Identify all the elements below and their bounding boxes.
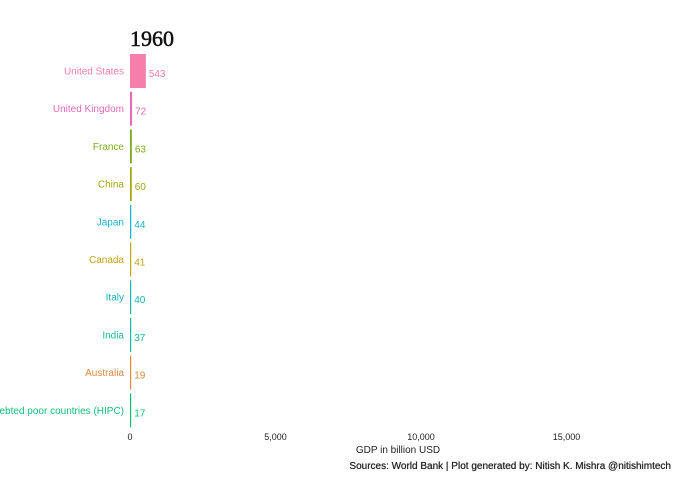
- bar: [130, 129, 132, 164]
- bar: [130, 242, 132, 277]
- value-label: 543: [149, 69, 166, 80]
- x-tick-label: 5,000: [264, 432, 287, 442]
- value-label: 44: [134, 220, 146, 231]
- category-label: France: [93, 142, 125, 153]
- value-label: 37: [134, 333, 146, 344]
- x-tick-label: 15,000: [553, 432, 581, 442]
- category-label: Canada: [89, 255, 124, 266]
- category-label: United States: [64, 67, 124, 78]
- bar: [130, 54, 146, 88]
- bar: [130, 91, 133, 126]
- value-label: 19: [134, 371, 146, 382]
- category-label: Japan: [97, 217, 124, 228]
- x-axis-label: GDP in billion USD: [356, 445, 440, 456]
- x-tick-label: 0: [127, 432, 132, 442]
- value-label: 17: [134, 408, 146, 419]
- x-tick-label: 10,000: [407, 432, 435, 442]
- value-label: 40: [134, 295, 146, 306]
- bar: [130, 355, 132, 390]
- bar: [130, 167, 132, 202]
- category-label: Heavily indebted poor countries (HIPC): [0, 406, 124, 417]
- category-label: China: [98, 180, 125, 191]
- bar: [130, 317, 132, 352]
- category-label: India: [102, 330, 124, 341]
- category-label: Italy: [106, 293, 124, 304]
- bar: [130, 204, 132, 239]
- value-label: 41: [134, 258, 146, 269]
- value-label: 60: [135, 182, 147, 193]
- bars-layer: United States 543 United Kingdom 72 France 63…: [0, 54, 166, 428]
- category-label: Australia: [85, 368, 124, 379]
- x-axis: 0 5,000 10,000 15,000: [127, 432, 580, 442]
- chart-title: 1960: [130, 26, 174, 51]
- source-caption: Sources: World Bank | Plot generated by:…: [349, 461, 671, 472]
- value-label: 63: [135, 144, 147, 155]
- bar: [130, 393, 132, 428]
- bar: [130, 280, 132, 315]
- category-label: United Kingdom: [53, 104, 124, 115]
- value-label: 72: [135, 107, 147, 118]
